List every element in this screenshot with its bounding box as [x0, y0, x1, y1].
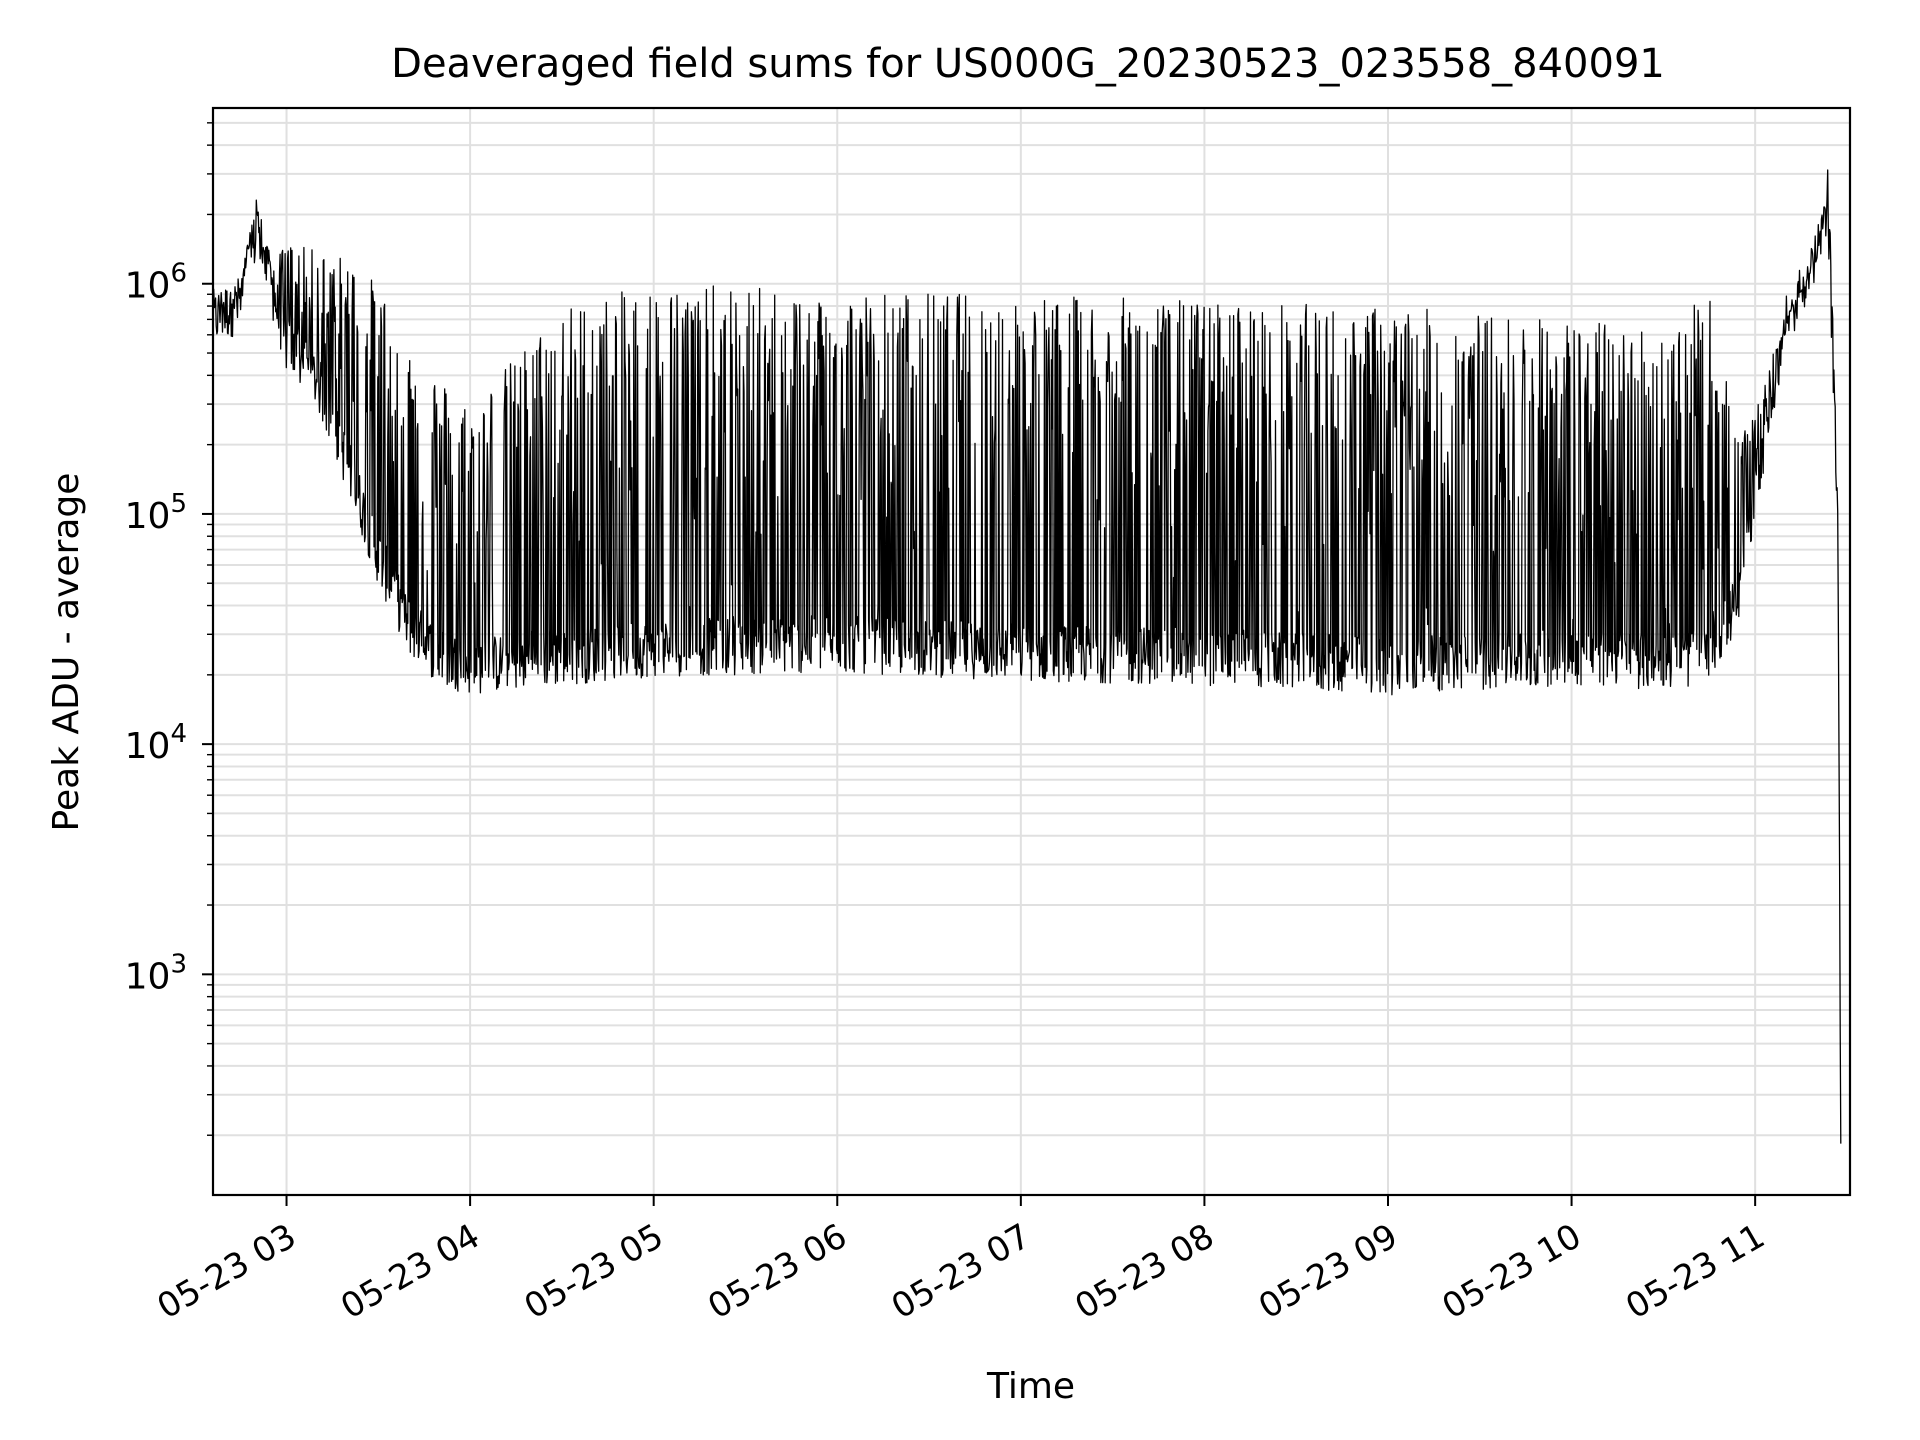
y-tick-base: 10 [125, 266, 171, 307]
y-tick-base: 10 [125, 496, 171, 537]
y-axis-title: Peak ADU - average [46, 473, 87, 832]
y-tick-base: 10 [125, 726, 171, 767]
series-line [212, 169, 1842, 1144]
y-tick-base: 10 [125, 956, 171, 997]
y-tick-exponent: 5 [170, 489, 187, 519]
y-tick-label: 105 [125, 489, 187, 537]
y-tick-exponent: 4 [170, 719, 187, 749]
y-tick-exponent: 3 [170, 949, 187, 979]
y-tick-label: 103 [125, 949, 187, 997]
data-line [212, 169, 1842, 1144]
y-tick-label: 104 [125, 719, 187, 767]
y-tick-exponent: 6 [170, 259, 187, 289]
chart-title: Deaveraged field sums for US000G_2023052… [391, 41, 1665, 87]
plot-frame [211, 106, 1852, 1197]
x-axis-title: Time [986, 1366, 1075, 1407]
y-tick-label: 106 [125, 259, 187, 307]
